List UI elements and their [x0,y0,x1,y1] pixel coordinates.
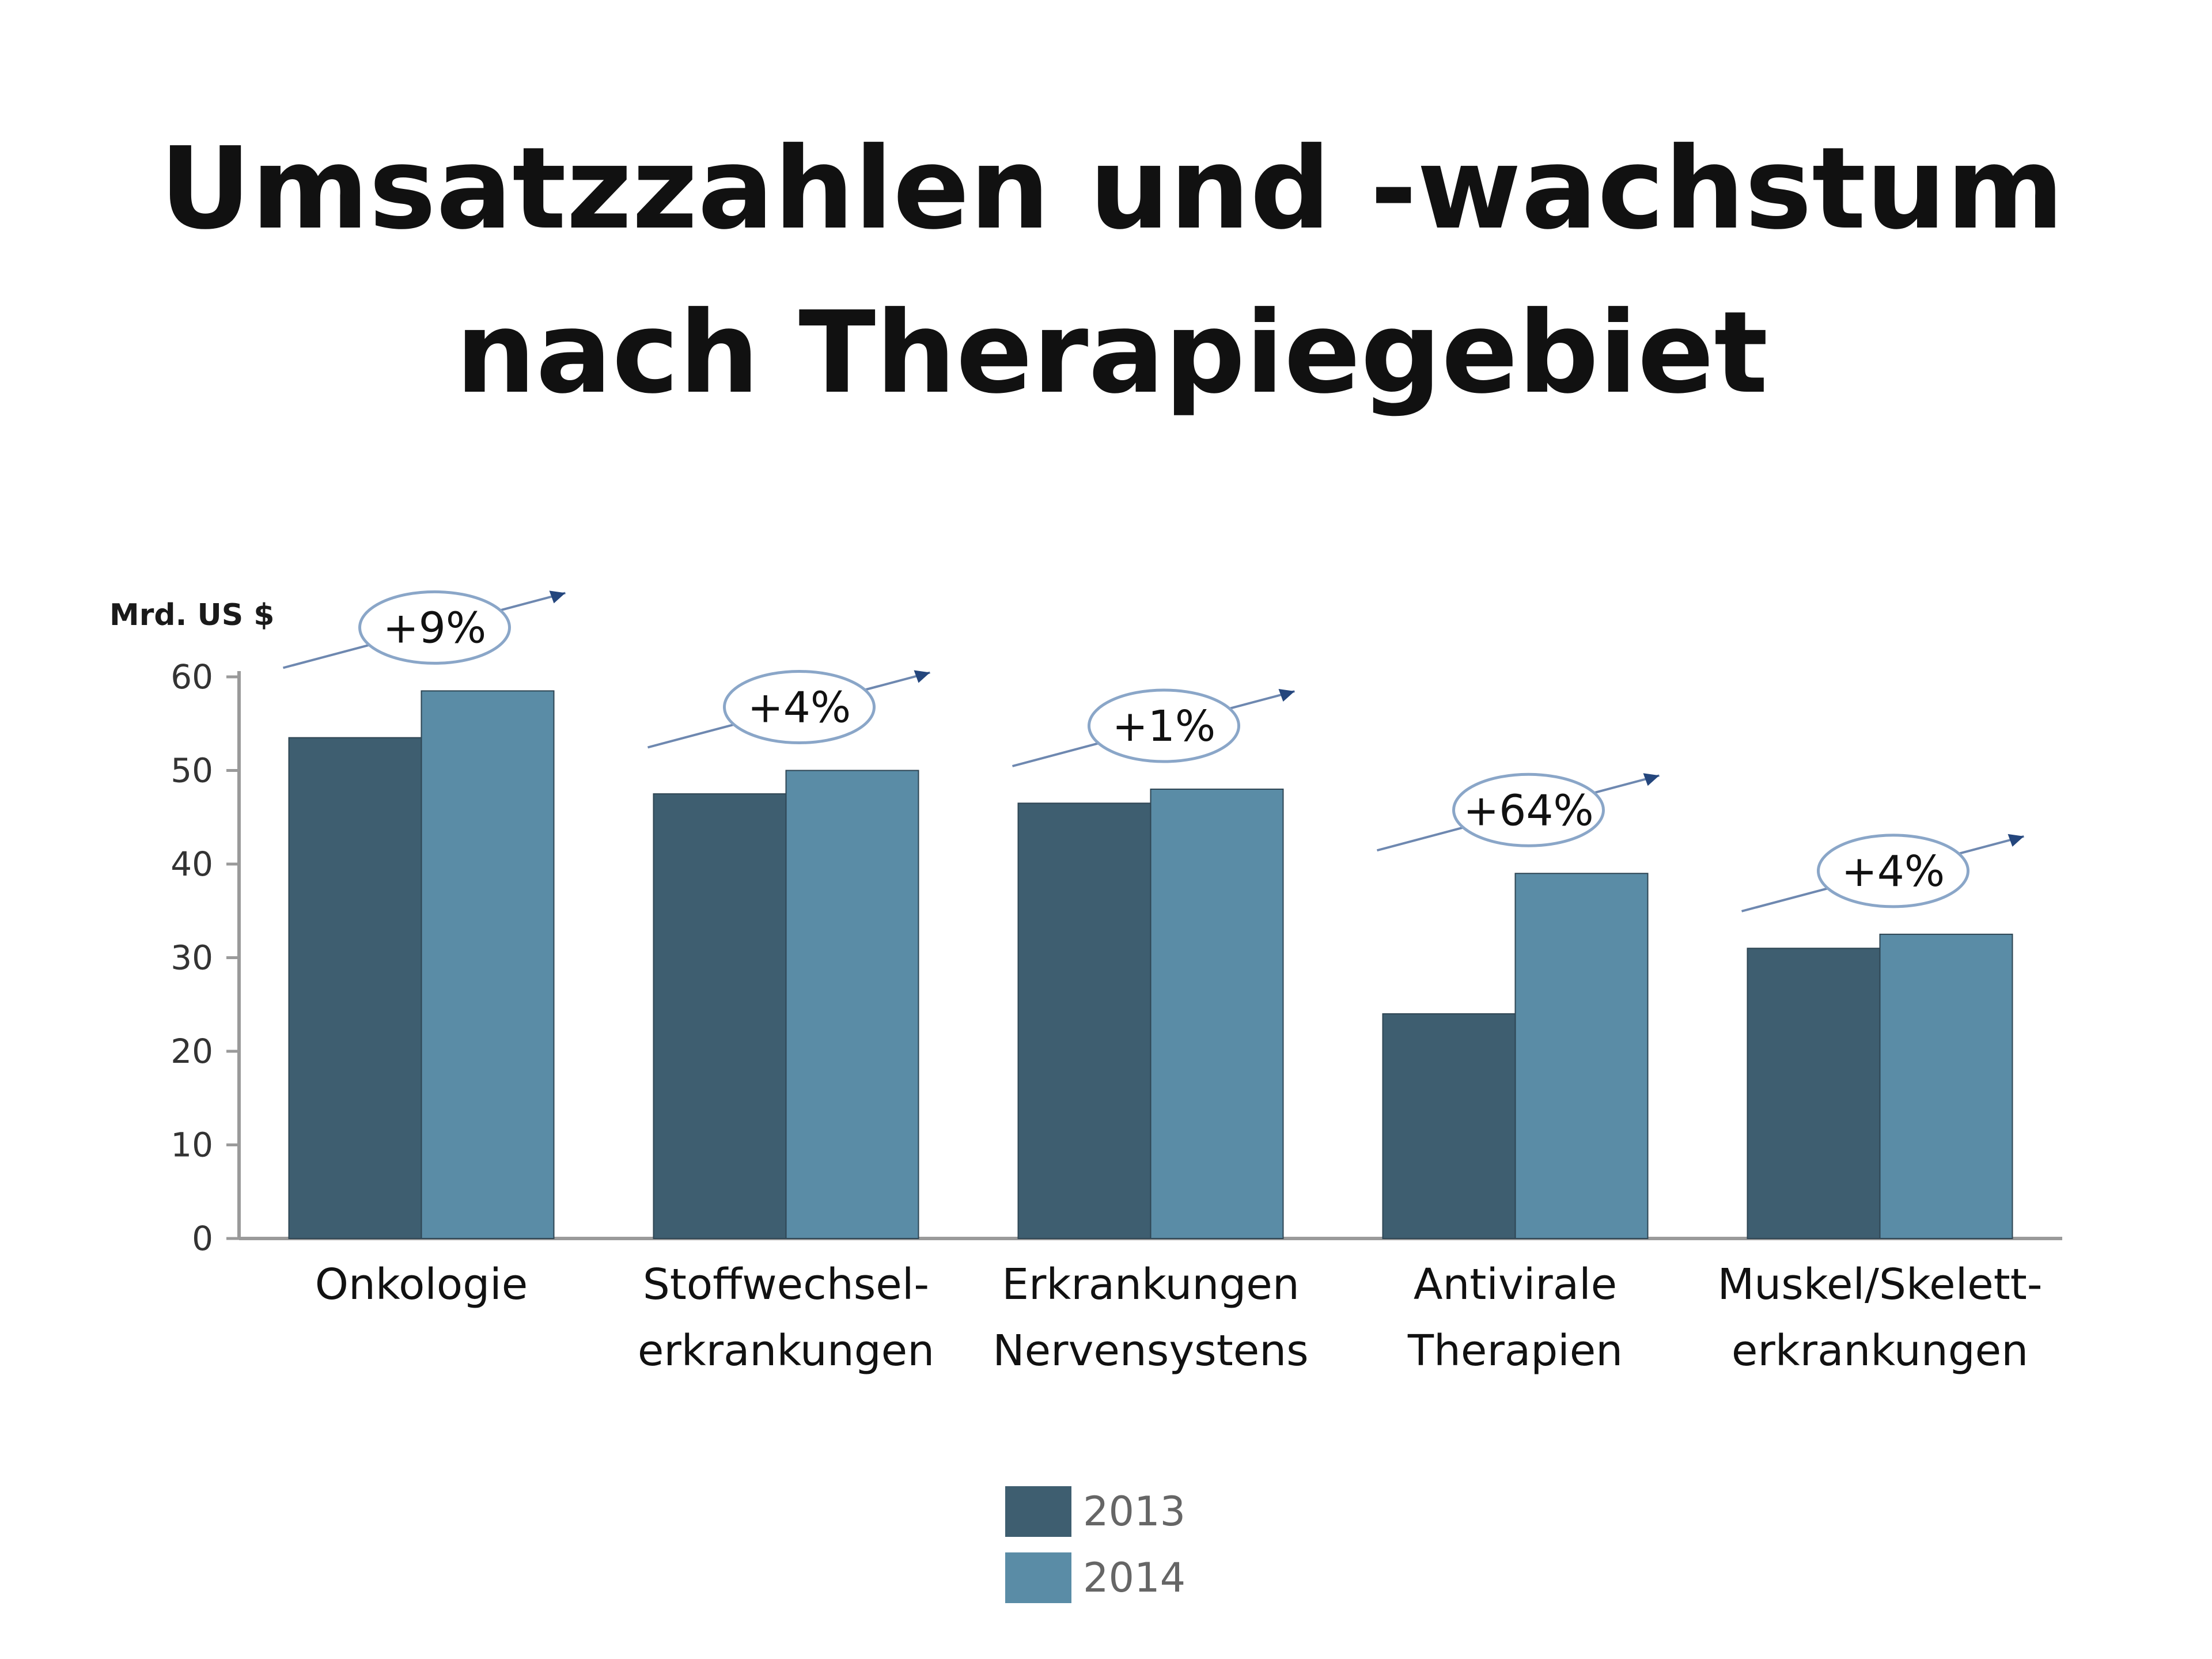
bar-2013-1 [653,793,787,1239]
category-label: erkrankungen [638,1326,934,1376]
category-label: Stoffwechsel- [643,1260,929,1309]
growth-ellipse [1088,688,1240,763]
chart-legend: 2013 2014 [1005,1486,1185,1603]
growth-ellipse [723,670,876,744]
y-tick-label: 10 [171,1126,213,1165]
legend-swatch-2014 [1005,1552,1071,1603]
growth-label: +1% [1112,702,1215,751]
y-tick-label: 50 [171,751,213,790]
growth-ellipse [358,590,511,665]
growth-annotations: +9% +4% +1% +64% +4% [282,590,2025,912]
growth-label: +4% [748,683,851,733]
growth-arrow-head [1643,773,1660,786]
growth-ellipse [1452,772,1605,847]
y-tick-label: 40 [171,844,213,884]
y-axis-ticks: 0 10 20 30 40 50 60 [171,657,239,1258]
bar-2013-3 [1382,1013,1516,1239]
category-label: Erkrankungen [1002,1260,1299,1309]
chart-title-line-1: Umsatzzahlen und -wachstum [160,123,2064,255]
category-labels: Onkologie Stoffwechsel-erkrankungen Erkran… [315,1260,2043,1376]
bar-2014-3 [1514,873,1649,1239]
category-label: Antivirale [1414,1260,1617,1309]
legend-label: 2014 [1083,1554,1185,1601]
y-tick-label: 30 [171,938,213,978]
chart-bars [288,690,2013,1239]
bar-2014-4 [1879,933,2013,1239]
bar-2014-0 [421,690,555,1239]
growth-label: +4% [1842,847,1945,896]
legend-swatch-2013 [1005,1486,1071,1537]
category-label: Nervensystens [993,1326,1308,1376]
category-label: erkrankungen [1732,1326,2028,1376]
growth-arrow-head [914,670,930,683]
y-axis-unit-label: Mrd. US $ [109,598,274,632]
y-tick-label: 60 [171,657,213,696]
bar-2014-1 [785,770,919,1239]
y-tick-label: 20 [171,1032,213,1071]
growth-ellipse [1817,834,1969,908]
growth-arrow-head [549,590,566,604]
legend-label: 2013 [1083,1488,1185,1535]
bar-2014-2 [1150,789,1284,1239]
growth-arrow-head [2008,834,2024,847]
category-label: Therapien [1407,1326,1623,1376]
bar-2013-2 [1017,802,1152,1239]
y-tick-label: 0 [192,1219,213,1258]
category-label: Muskel/Skelett- [1717,1260,2042,1309]
bar-2013-4 [1747,948,1881,1239]
growth-label: +64% [1463,786,1593,835]
bar-2013-0 [288,737,422,1239]
category-label: Onkologie [315,1260,528,1309]
growth-arrow-head [1278,689,1295,702]
chart-title-line-2: nach Therapiegebiet [456,287,1768,419]
growth-label: +9% [383,603,486,653]
